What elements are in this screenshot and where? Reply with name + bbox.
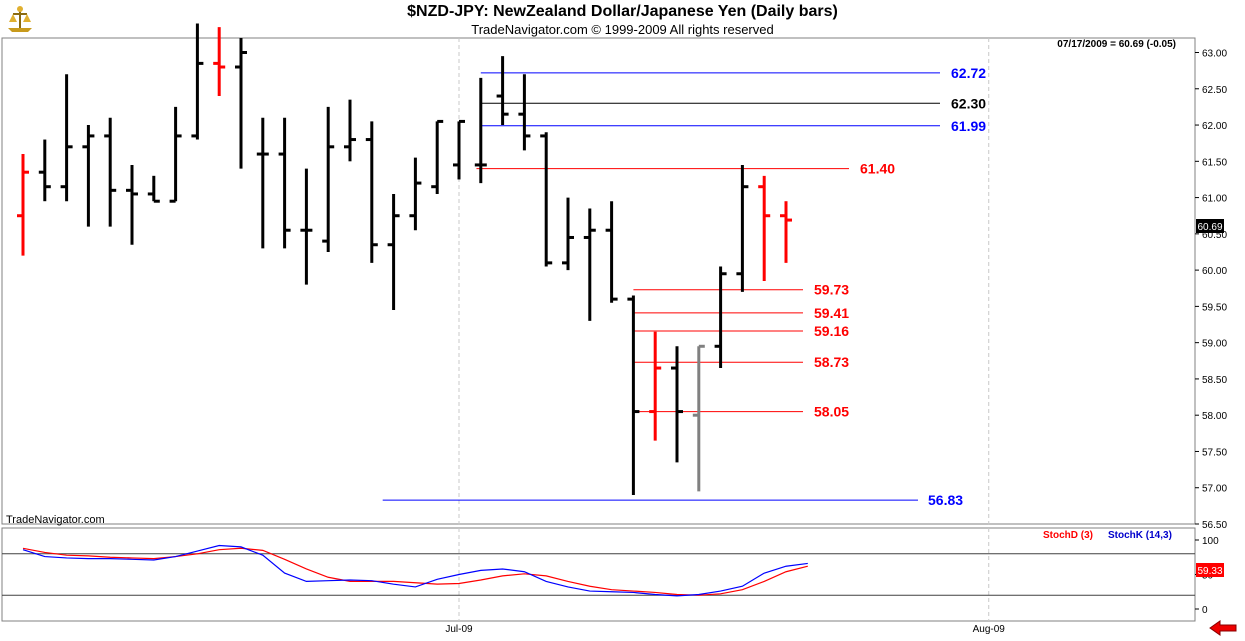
y-tick-label: 61.50 <box>1202 157 1227 168</box>
legend-stochk: StochK (14,3) <box>1108 530 1172 541</box>
level-label: 59.16 <box>814 323 849 339</box>
level-label: 59.73 <box>814 282 849 298</box>
main-plot-frame <box>1 37 1196 525</box>
price-axis: 63.00 62.50 62.00 61.50 61.00 60.50 60.00 59.50… <box>1195 49 1227 531</box>
ohlc-bars <box>17 23 792 495</box>
stoch-series-line <box>22 547 808 596</box>
stoch-series-line <box>22 544 808 597</box>
level-label: 61.40 <box>860 161 895 177</box>
y-tick-label: 59.50 <box>1202 302 1227 313</box>
y-tick-label: 63.00 <box>1202 49 1227 60</box>
y-tick-label: 58.50 <box>1202 375 1227 386</box>
stoch-tick-label: 100 <box>1202 536 1219 547</box>
legend-stochd: StochD (3) <box>1043 530 1093 541</box>
last-price-box <box>1196 219 1224 233</box>
level-lines: 62.72 62.30 61.99 61.40 59.73 59.41 59.16 58.73… <box>382 65 986 508</box>
chart-subtitle: TradeNavigator.com © 1999-2009 All right… <box>471 22 774 37</box>
y-tick-label: 59.00 <box>1202 339 1227 350</box>
trade-navigator-logo-icon <box>4 4 36 34</box>
y-tick-label: 62.00 <box>1202 121 1227 132</box>
level-label: 59.41 <box>814 305 849 321</box>
last-price-label: 60.69 <box>1197 222 1222 233</box>
level-label: 58.73 <box>814 354 849 370</box>
level-label: 62.72 <box>951 65 986 81</box>
y-tick-label: 56.50 <box>1202 520 1227 531</box>
y-tick-label: 58.00 <box>1202 411 1227 422</box>
stoch-tick-label: 0 <box>1202 605 1208 616</box>
stoch-value-label: 59.33 <box>1197 566 1222 577</box>
date-axis: Jul-09 Aug-09 <box>445 624 1005 635</box>
level-label: 58.05 <box>814 404 849 420</box>
chart-title: $NZD-JPY: NewZealand Dollar/Japanese Yen… <box>407 3 838 20</box>
y-tick-label: 60.50 <box>1202 230 1227 241</box>
level-label: 56.83 <box>928 492 963 508</box>
y-tick-label: 61.00 <box>1202 194 1227 205</box>
y-tick-label: 57.50 <box>1202 447 1227 458</box>
level-label: 62.30 <box>951 95 986 111</box>
x-tick-label: Jul-09 <box>445 624 473 635</box>
x-tick-label: Aug-09 <box>973 624 1006 635</box>
grid-layer <box>458 38 990 621</box>
y-tick-label: 60.00 <box>1202 266 1227 277</box>
y-tick-label: 57.00 <box>1202 484 1227 495</box>
scroll-left-arrow-icon[interactable] <box>1208 620 1238 636</box>
last-price-info: 07/17/2009 = 60.69 (-0.05) <box>1057 39 1176 50</box>
stoch-value-box <box>1196 563 1224 577</box>
level-label: 61.99 <box>951 118 986 134</box>
stoch-plot-frame <box>1 527 1196 622</box>
watermark-text: TradeNavigator.com <box>6 514 105 526</box>
stochastics-panel: 100500 <box>2 536 1219 616</box>
y-tick-label: 62.50 <box>1202 85 1227 96</box>
